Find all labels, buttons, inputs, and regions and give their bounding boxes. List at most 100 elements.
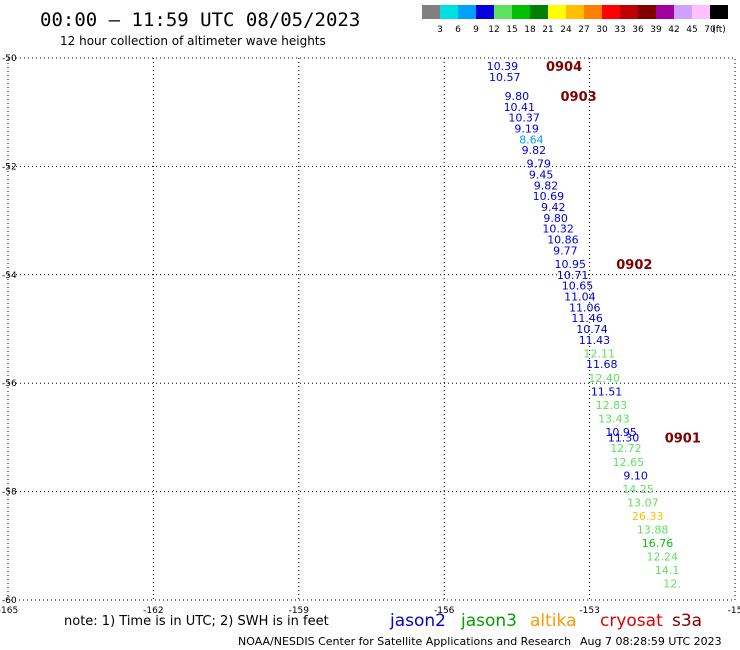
color-scale-label: 9 bbox=[473, 25, 479, 35]
y-tick-label: -56 bbox=[2, 379, 17, 389]
wave-height-point: 10.95 bbox=[554, 258, 586, 271]
wave-height-point: 8.64 bbox=[519, 133, 544, 146]
color-scale-swatch bbox=[440, 5, 458, 19]
color-scale-swatch bbox=[710, 5, 728, 19]
wave-height-point: 11.43 bbox=[579, 334, 611, 347]
color-scale-swatch bbox=[638, 5, 656, 19]
chart-title: 00:00 — 11:59 UTC 08/05/2023 bbox=[40, 9, 360, 31]
y-tick-label: -50 bbox=[2, 54, 17, 64]
x-tick-label: -15 bbox=[728, 606, 740, 616]
wave-height-point: 9.77 bbox=[553, 244, 578, 257]
satellite-legend: jason2 jason3 altika cryosat s3a bbox=[389, 611, 702, 631]
time-annotation: 0903 bbox=[561, 90, 597, 105]
wave-height-point: 9.80 bbox=[505, 90, 530, 103]
x-tick-label: -162 bbox=[143, 606, 163, 616]
wave-height-point: 10.74 bbox=[576, 323, 608, 336]
color-scale-label: 18 bbox=[524, 25, 536, 35]
y-tick-label: -52 bbox=[2, 162, 17, 172]
color-scale-label: 15 bbox=[506, 25, 517, 35]
wave-height-point: 12.72 bbox=[610, 442, 642, 455]
color-scale-label: 21 bbox=[542, 25, 553, 35]
wave-height-point: 16.76 bbox=[642, 537, 674, 550]
color-scale-swatch bbox=[494, 5, 512, 19]
wave-height-point: 10.65 bbox=[562, 280, 594, 293]
x-tick-label: -153 bbox=[579, 606, 599, 616]
color-scale-swatch bbox=[422, 5, 440, 19]
wave-height-point: 9.82 bbox=[522, 144, 547, 157]
color-scale-swatch bbox=[620, 5, 638, 19]
wave-height-point: 10.69 bbox=[533, 190, 565, 203]
wave-height-point: 10.71 bbox=[557, 269, 589, 282]
color-scale-swatch bbox=[656, 5, 674, 19]
y-tick-label: -58 bbox=[2, 488, 17, 498]
color-scale-label: 12 bbox=[488, 25, 499, 35]
color-scale-swatch bbox=[548, 5, 566, 19]
wave-height-point: 11.51 bbox=[591, 385, 623, 398]
wave-height-point: 10.57 bbox=[489, 71, 521, 84]
color-scale-label: 3 bbox=[437, 25, 443, 35]
wave-height-point: 13.07 bbox=[627, 496, 659, 509]
time-annotation: 0902 bbox=[616, 258, 652, 273]
color-scale-label: 45 bbox=[686, 25, 697, 35]
plot-frame bbox=[7, 57, 736, 601]
plot-area: -165 -162 -159 -156 -153 -15 -50 -52 -54 -56 -58 -6… bbox=[0, 54, 740, 616]
color-scale-label: 24 bbox=[560, 25, 572, 35]
wave-height-point: 9.45 bbox=[529, 169, 554, 182]
footer-credit: NOAA/NESDIS Center for Satellite Applica… bbox=[238, 635, 571, 648]
color-scale-label: 70 bbox=[704, 25, 716, 35]
wave-height-point: 12.24 bbox=[647, 551, 679, 564]
wave-height-point: 11.30 bbox=[608, 431, 640, 444]
x-tick-label: -156 bbox=[434, 606, 455, 616]
wave-height-point: 10.32 bbox=[542, 223, 574, 236]
x-tick-label: -165 bbox=[0, 606, 18, 616]
color-scale-swatch bbox=[458, 5, 476, 19]
wave-height-point: 9.42 bbox=[541, 201, 566, 214]
color-scale-swatch bbox=[602, 5, 620, 19]
wave-height-point: 14.1 bbox=[655, 564, 680, 577]
wave-height-point: 12. bbox=[663, 578, 681, 591]
color-scale-label: 42 bbox=[668, 25, 679, 35]
wave-height-point: 10.95 bbox=[605, 426, 637, 439]
y-tick-label: -54 bbox=[2, 271, 17, 281]
wave-height-point: 14.25 bbox=[622, 483, 654, 496]
footer-timestamp: Aug 7 08:28:59 UTC 2023 bbox=[580, 635, 722, 648]
color-scale-swatch bbox=[674, 5, 692, 19]
wave-height-point: 10.41 bbox=[504, 101, 536, 114]
color-scale-unit: (ft) bbox=[712, 25, 726, 35]
wave-height-point: 9.80 bbox=[543, 212, 568, 225]
wave-height-point: 9.79 bbox=[526, 158, 551, 171]
wave-height-point: 11.04 bbox=[564, 290, 596, 303]
wave-height-point: 11.06 bbox=[569, 301, 601, 314]
color-scale-swatch bbox=[566, 5, 584, 19]
color-scale-swatch bbox=[512, 5, 530, 19]
time-annotation: 0904 bbox=[546, 60, 582, 75]
wave-height-point: 9.10 bbox=[623, 469, 648, 482]
legend-item-s3a: s3a bbox=[672, 611, 702, 631]
wave-height-point: 13.43 bbox=[598, 412, 630, 425]
color-scale-label: 30 bbox=[596, 25, 608, 35]
color-scale-swatch bbox=[692, 5, 710, 19]
wave-height-point: 12.11 bbox=[584, 347, 616, 360]
wave-height-point: 10.37 bbox=[508, 112, 540, 125]
wave-height-point: 12.83 bbox=[596, 399, 628, 412]
wave-height-point: 9.82 bbox=[534, 179, 559, 192]
y-tick-label: -60 bbox=[2, 596, 17, 606]
color-scale-label: 36 bbox=[632, 25, 644, 35]
legend-item-jason3: jason3 bbox=[460, 611, 517, 631]
color-scale-swatch bbox=[530, 5, 548, 19]
footer-note: note: 1) Time is in UTC; 2) SWH is in fe… bbox=[64, 614, 329, 629]
color-scale-label: 6 bbox=[455, 25, 461, 35]
color-scale-label: 33 bbox=[614, 25, 625, 35]
legend-item-cryosat: cryosat bbox=[600, 611, 663, 631]
wave-height-point: 10.39 bbox=[487, 60, 519, 73]
legend-item-altika: altika bbox=[530, 611, 577, 631]
wave-height-point: 26.33 bbox=[632, 510, 664, 523]
color-scale-swatch bbox=[584, 5, 602, 19]
legend-item-jason2: jason2 bbox=[389, 611, 446, 631]
color-scale-label: 27 bbox=[578, 25, 589, 35]
x-tick-label: -159 bbox=[289, 606, 310, 616]
color-scale-label: 39 bbox=[650, 25, 662, 35]
wave-height-point: 9.19 bbox=[514, 122, 539, 135]
wave-height-point: 13.88 bbox=[637, 524, 669, 537]
